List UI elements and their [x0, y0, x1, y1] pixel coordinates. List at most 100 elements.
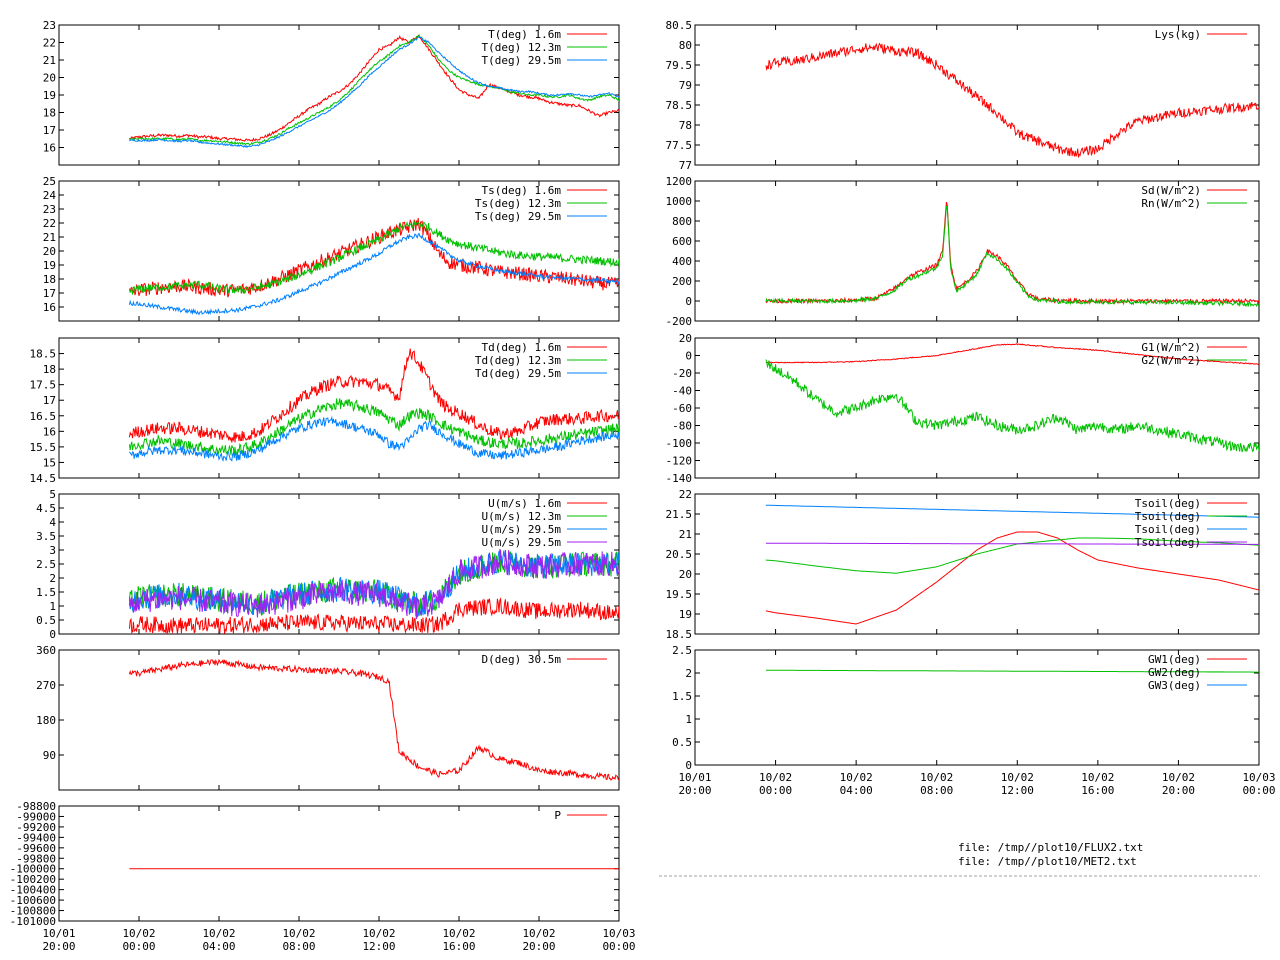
y-tick-label: 17.5	[30, 379, 57, 392]
legend-label: T(deg) 1.6m	[488, 28, 561, 41]
x-tick-time: 12:00	[362, 940, 395, 953]
y-tick-label: 77	[679, 159, 692, 172]
series-line	[128, 398, 619, 456]
y-tick-label: 24	[43, 189, 57, 202]
series-line	[765, 669, 1259, 673]
y-tick-label: 0	[685, 350, 692, 363]
legend-label: GW1(deg)	[1148, 653, 1201, 666]
series-line	[128, 549, 619, 620]
panel-p_tsoil: 18.51919.52020.52121.522Tsoil(deg)Tsoil(…	[666, 488, 1260, 641]
legend-label: T(deg) 29.5m	[482, 54, 562, 67]
y-tick-label: 400	[672, 255, 692, 268]
x-axis-right: 10/0120:0010/0200:0010/0204:0010/0208:00…	[678, 771, 1275, 797]
y-tick-label: 360	[36, 644, 56, 657]
series-line	[765, 201, 1259, 305]
x-tick-date: 10/02	[122, 927, 155, 940]
legend-label: Td(deg) 1.6m	[482, 341, 562, 354]
legend-label: U(m/s) 1.6m	[488, 497, 561, 510]
y-tick-label: -99800	[16, 852, 56, 865]
x-tick-date: 10/03	[1242, 771, 1275, 784]
y-tick-label: 21.5	[666, 508, 693, 521]
y-tick-label: -100200	[10, 873, 56, 886]
y-tick-label: 17	[43, 124, 56, 137]
y-tick-label: -100	[666, 437, 693, 450]
legend-label: Ts(deg) 12.3m	[475, 197, 561, 210]
y-tick-label: 2	[49, 572, 56, 585]
y-tick-label: 15.5	[30, 441, 57, 454]
y-tick-label: 18.5	[666, 628, 693, 641]
x-tick-date: 10/02	[202, 927, 235, 940]
y-tick-label: 1	[49, 600, 56, 613]
series-line	[765, 531, 1259, 625]
x-tick-date: 10/02	[1001, 771, 1034, 784]
series-line	[128, 220, 619, 295]
y-tick-label: 20	[43, 245, 56, 258]
y-tick-label: 20.5	[666, 548, 693, 561]
y-tick-label: 0	[49, 628, 56, 641]
y-tick-label: 22	[679, 488, 692, 501]
panel-p_lys: 77 77.5 78 78.5 79 79.5 80 80.5 Lys(kg)	[666, 19, 1260, 172]
y-tick-label: -101000	[10, 915, 56, 928]
panel-p_temp: 16 17 18 19 20 21 22 23 T(deg) 1.6mT(deg) 12.3mT…	[43, 19, 620, 166]
y-tick-label: 21	[43, 54, 56, 67]
y-tick-label: 4.5	[36, 502, 56, 515]
x-tick-time: 00:00	[602, 940, 635, 953]
y-tick-label: 23	[43, 19, 56, 32]
legend-label: U(m/s) 12.3m	[482, 510, 562, 523]
y-tick-label: 16	[43, 142, 56, 155]
y-tick-label: 0.5	[672, 736, 692, 749]
x-tick-time: 00:00	[122, 940, 155, 953]
panel-p_rad: -200 0 200 400 600 800 1000 1200 Sd(W/m^2)Rn(W/m…	[666, 175, 1260, 328]
legend-label: Lys(kg)	[1155, 28, 1201, 41]
y-tick-label: 90	[43, 749, 56, 762]
panel-p_d: 90 180 270 360 D(deg) 30.5m	[36, 644, 620, 791]
y-tick-label: -98800	[16, 800, 56, 813]
series-line	[765, 542, 1259, 545]
y-tick-label: 1	[685, 713, 692, 726]
series-line	[765, 42, 1259, 158]
legend-label: U(m/s) 29.5m	[482, 536, 562, 549]
legend-label: Tsoil(deg)	[1135, 510, 1201, 523]
panel-p_p: -101000-100800-100600-100400-100200-1000…	[10, 800, 620, 928]
x-axis-left: 10/0120:0010/0200:0010/0204:0010/0208:00…	[42, 927, 635, 953]
y-tick-label: 19.5	[666, 588, 693, 601]
y-tick-label: 79	[679, 79, 692, 92]
legend-label: G1(W/m^2)	[1141, 341, 1201, 354]
y-tick-label: 15	[43, 456, 56, 469]
series-line	[128, 658, 619, 781]
y-tick-label: 80.5	[666, 19, 693, 32]
panel-frame	[694, 493, 1260, 635]
y-tick-label: -100000	[10, 863, 56, 876]
x-tick-time: 04:00	[840, 784, 873, 797]
y-tick-label: 21	[43, 231, 56, 244]
y-tick-label: 16	[43, 425, 56, 438]
legend-label: P	[554, 809, 561, 822]
panel-frame	[58, 805, 620, 922]
series-line	[765, 205, 1259, 308]
legend-label: Tsoil(deg)	[1135, 497, 1201, 510]
x-tick-date: 10/02	[1162, 771, 1195, 784]
y-tick-label: -60	[672, 402, 692, 415]
x-tick-time: 20:00	[42, 940, 75, 953]
panel-frame	[694, 649, 1260, 766]
y-tick-label: 1.5	[672, 690, 692, 703]
series-line	[128, 348, 619, 443]
y-tick-label: 17	[43, 287, 56, 300]
x-tick-time: 16:00	[442, 940, 475, 953]
y-tick-label: 78.5	[666, 99, 693, 112]
series-line	[128, 232, 619, 316]
y-tick-label: 5	[49, 488, 56, 501]
legend-label: Ts(deg) 1.6m	[482, 184, 562, 197]
y-tick-label: 22	[43, 217, 56, 230]
legend-label: Td(deg) 12.3m	[475, 354, 561, 367]
y-tick-label: -99400	[16, 831, 56, 844]
file-line-met: file: /tmp//plot10/MET2.txt	[958, 855, 1137, 868]
y-tick-label: -100400	[10, 884, 56, 897]
series-line	[129, 34, 619, 142]
y-tick-label: 20	[679, 332, 692, 345]
x-tick-time: 04:00	[202, 940, 235, 953]
y-tick-label: 18	[43, 273, 56, 286]
panel-p_g: -140 -120 -100 -80 -60 -40 -20 0 20 G1(W/m^2)G2(W…	[666, 332, 1260, 485]
